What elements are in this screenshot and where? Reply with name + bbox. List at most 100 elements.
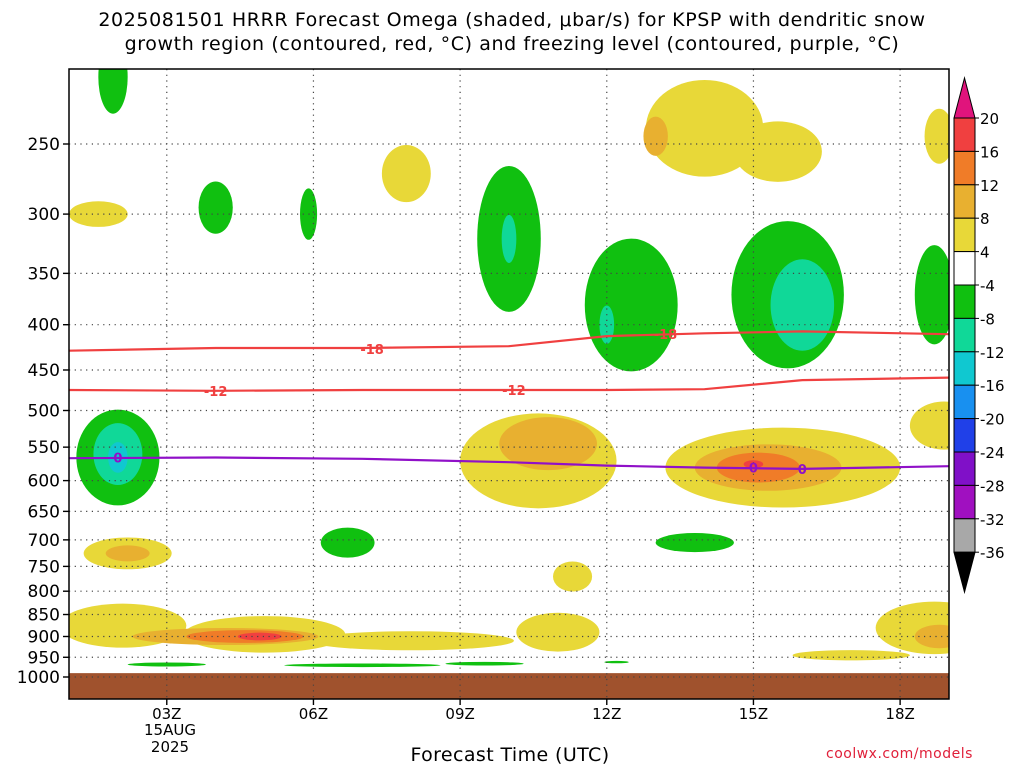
- colorbar-label: -28: [980, 477, 1005, 495]
- colorbar-segment: [953, 251, 976, 286]
- omega-shading-layer: [69, 69, 949, 699]
- date-label-year: 2025: [150, 738, 190, 756]
- colorbar-segment: [953, 184, 976, 219]
- y-tick-label: 900: [28, 627, 60, 647]
- x-tick-label: 06Z: [299, 705, 328, 723]
- colorbar-label: 12: [980, 177, 999, 195]
- omega-region: [284, 663, 441, 668]
- site-credit: coolwx.com/models: [826, 746, 973, 762]
- omega-region: [643, 116, 668, 156]
- y-tick-label: 550: [28, 438, 60, 458]
- grid-layer: [69, 69, 949, 699]
- y-tick-label: 450: [28, 361, 60, 381]
- contour-layer: [69, 330, 949, 471]
- chart-title-line1: 2025081501 HRRR Forecast Omega (shaded, …: [98, 9, 926, 31]
- contour-label: -12: [204, 385, 228, 400]
- contour-label-layer: -18 -18 -12 -12 0 0 0: [113, 328, 807, 478]
- x-tick-label: 15Z: [739, 705, 768, 723]
- omega-region: [445, 661, 524, 666]
- omega-region: [914, 245, 949, 345]
- omega-region: [584, 238, 678, 372]
- omega-region: [553, 561, 593, 592]
- contour-line: [69, 456, 949, 471]
- chart-title-line2: growth region (contoured, red, °C) and f…: [124, 33, 900, 55]
- colorbar-segment: [953, 150, 976, 186]
- omega-region: [501, 214, 517, 263]
- colorbar-label: -16: [980, 377, 1005, 395]
- omega-region: [792, 650, 910, 661]
- colorbar-label: -36: [980, 544, 1005, 562]
- omega-region: [127, 662, 206, 667]
- omega-region: [237, 632, 282, 641]
- colorbar-bottom-arrow: [953, 551, 976, 595]
- omega-region: [655, 533, 734, 553]
- y-tick-label: 950: [28, 648, 60, 668]
- colorbar-segment: [953, 217, 976, 253]
- y-tick-label: 500: [28, 402, 60, 422]
- omega-region: [105, 545, 150, 562]
- omega-region: [909, 401, 949, 450]
- colorbar-label: -8: [980, 310, 995, 328]
- colorbar-label: -24: [980, 444, 1005, 462]
- contour-line: [69, 330, 949, 352]
- y-tick-label: 400: [28, 316, 60, 336]
- colorbar-label: 16: [980, 143, 999, 161]
- y-tick-label: 650: [28, 502, 60, 522]
- y-tick-label: 850: [28, 606, 60, 626]
- x-tick-label: 03Z: [152, 705, 181, 723]
- y-tick-label: 250: [28, 135, 60, 155]
- chart-title: 2025081501 HRRR Forecast Omega (shaded, …: [0, 8, 1024, 56]
- colorbar-segment: [953, 117, 976, 152]
- colorbar-segment: [953, 518, 976, 553]
- colorbar-top-arrow: [953, 76, 976, 119]
- y-tick-label: 700: [28, 531, 60, 551]
- y-tick-label: 800: [28, 582, 60, 602]
- contour-label: 0: [113, 451, 122, 466]
- y-tick-label: 300: [28, 205, 60, 225]
- omega-region: [599, 305, 615, 344]
- omega-region: [645, 79, 764, 177]
- colorbar-segment: [953, 384, 976, 420]
- colorbar-label: 20: [980, 110, 999, 128]
- colorbar-label: -4: [980, 277, 995, 295]
- date-label: 15AUG 2025: [120, 722, 220, 756]
- x-axis-title: Forecast Time (UTC): [410, 744, 610, 766]
- omega-region: [604, 660, 629, 664]
- omega-region: [320, 527, 375, 558]
- omega-region: [733, 121, 822, 182]
- y-tick-label: 750: [28, 557, 60, 577]
- y-tick-label: 600: [28, 472, 60, 492]
- colorbar-label: 8: [980, 210, 990, 228]
- x-tick-label: 18Z: [885, 705, 914, 723]
- contour-label: 0: [749, 462, 758, 477]
- contour-label: -18: [360, 343, 384, 358]
- plot-frame: [68, 68, 950, 700]
- omega-region: [381, 145, 431, 203]
- colorbar: 20 16 12 8 4 -4 -8 -12 -16 -20 -24 -28 -32 -36: [953, 76, 1005, 595]
- omega-region: [914, 624, 949, 649]
- colorbar-label: 4: [980, 244, 990, 262]
- colorbar-segment: [953, 451, 976, 486]
- date-label-day: 15AUG: [144, 721, 196, 739]
- x-tick-label: 12Z: [592, 705, 621, 723]
- x-tick-label: 09Z: [445, 705, 474, 723]
- colorbar-label: -32: [980, 511, 1005, 529]
- colorbar-segment: [953, 351, 976, 386]
- colorbar-label: -20: [980, 411, 1005, 429]
- colorbar-segment: [953, 284, 976, 319]
- y-tick-label: 350: [28, 264, 60, 284]
- omega-region: [743, 460, 764, 469]
- axes-layer: 2503003504004505005506006507007508008509…: [17, 68, 950, 723]
- contour-label: -18: [654, 328, 678, 343]
- y-tick-label: 1000: [17, 668, 60, 688]
- omega-region: [924, 108, 949, 164]
- contour-label: 0: [798, 463, 807, 478]
- omega-region: [516, 612, 600, 652]
- colorbar-segment: [953, 317, 976, 353]
- omega-region: [308, 631, 514, 651]
- omega-region: [499, 417, 597, 471]
- omega-region: [770, 259, 835, 351]
- contour-line: [69, 376, 949, 392]
- colorbar-segment: [953, 418, 976, 453]
